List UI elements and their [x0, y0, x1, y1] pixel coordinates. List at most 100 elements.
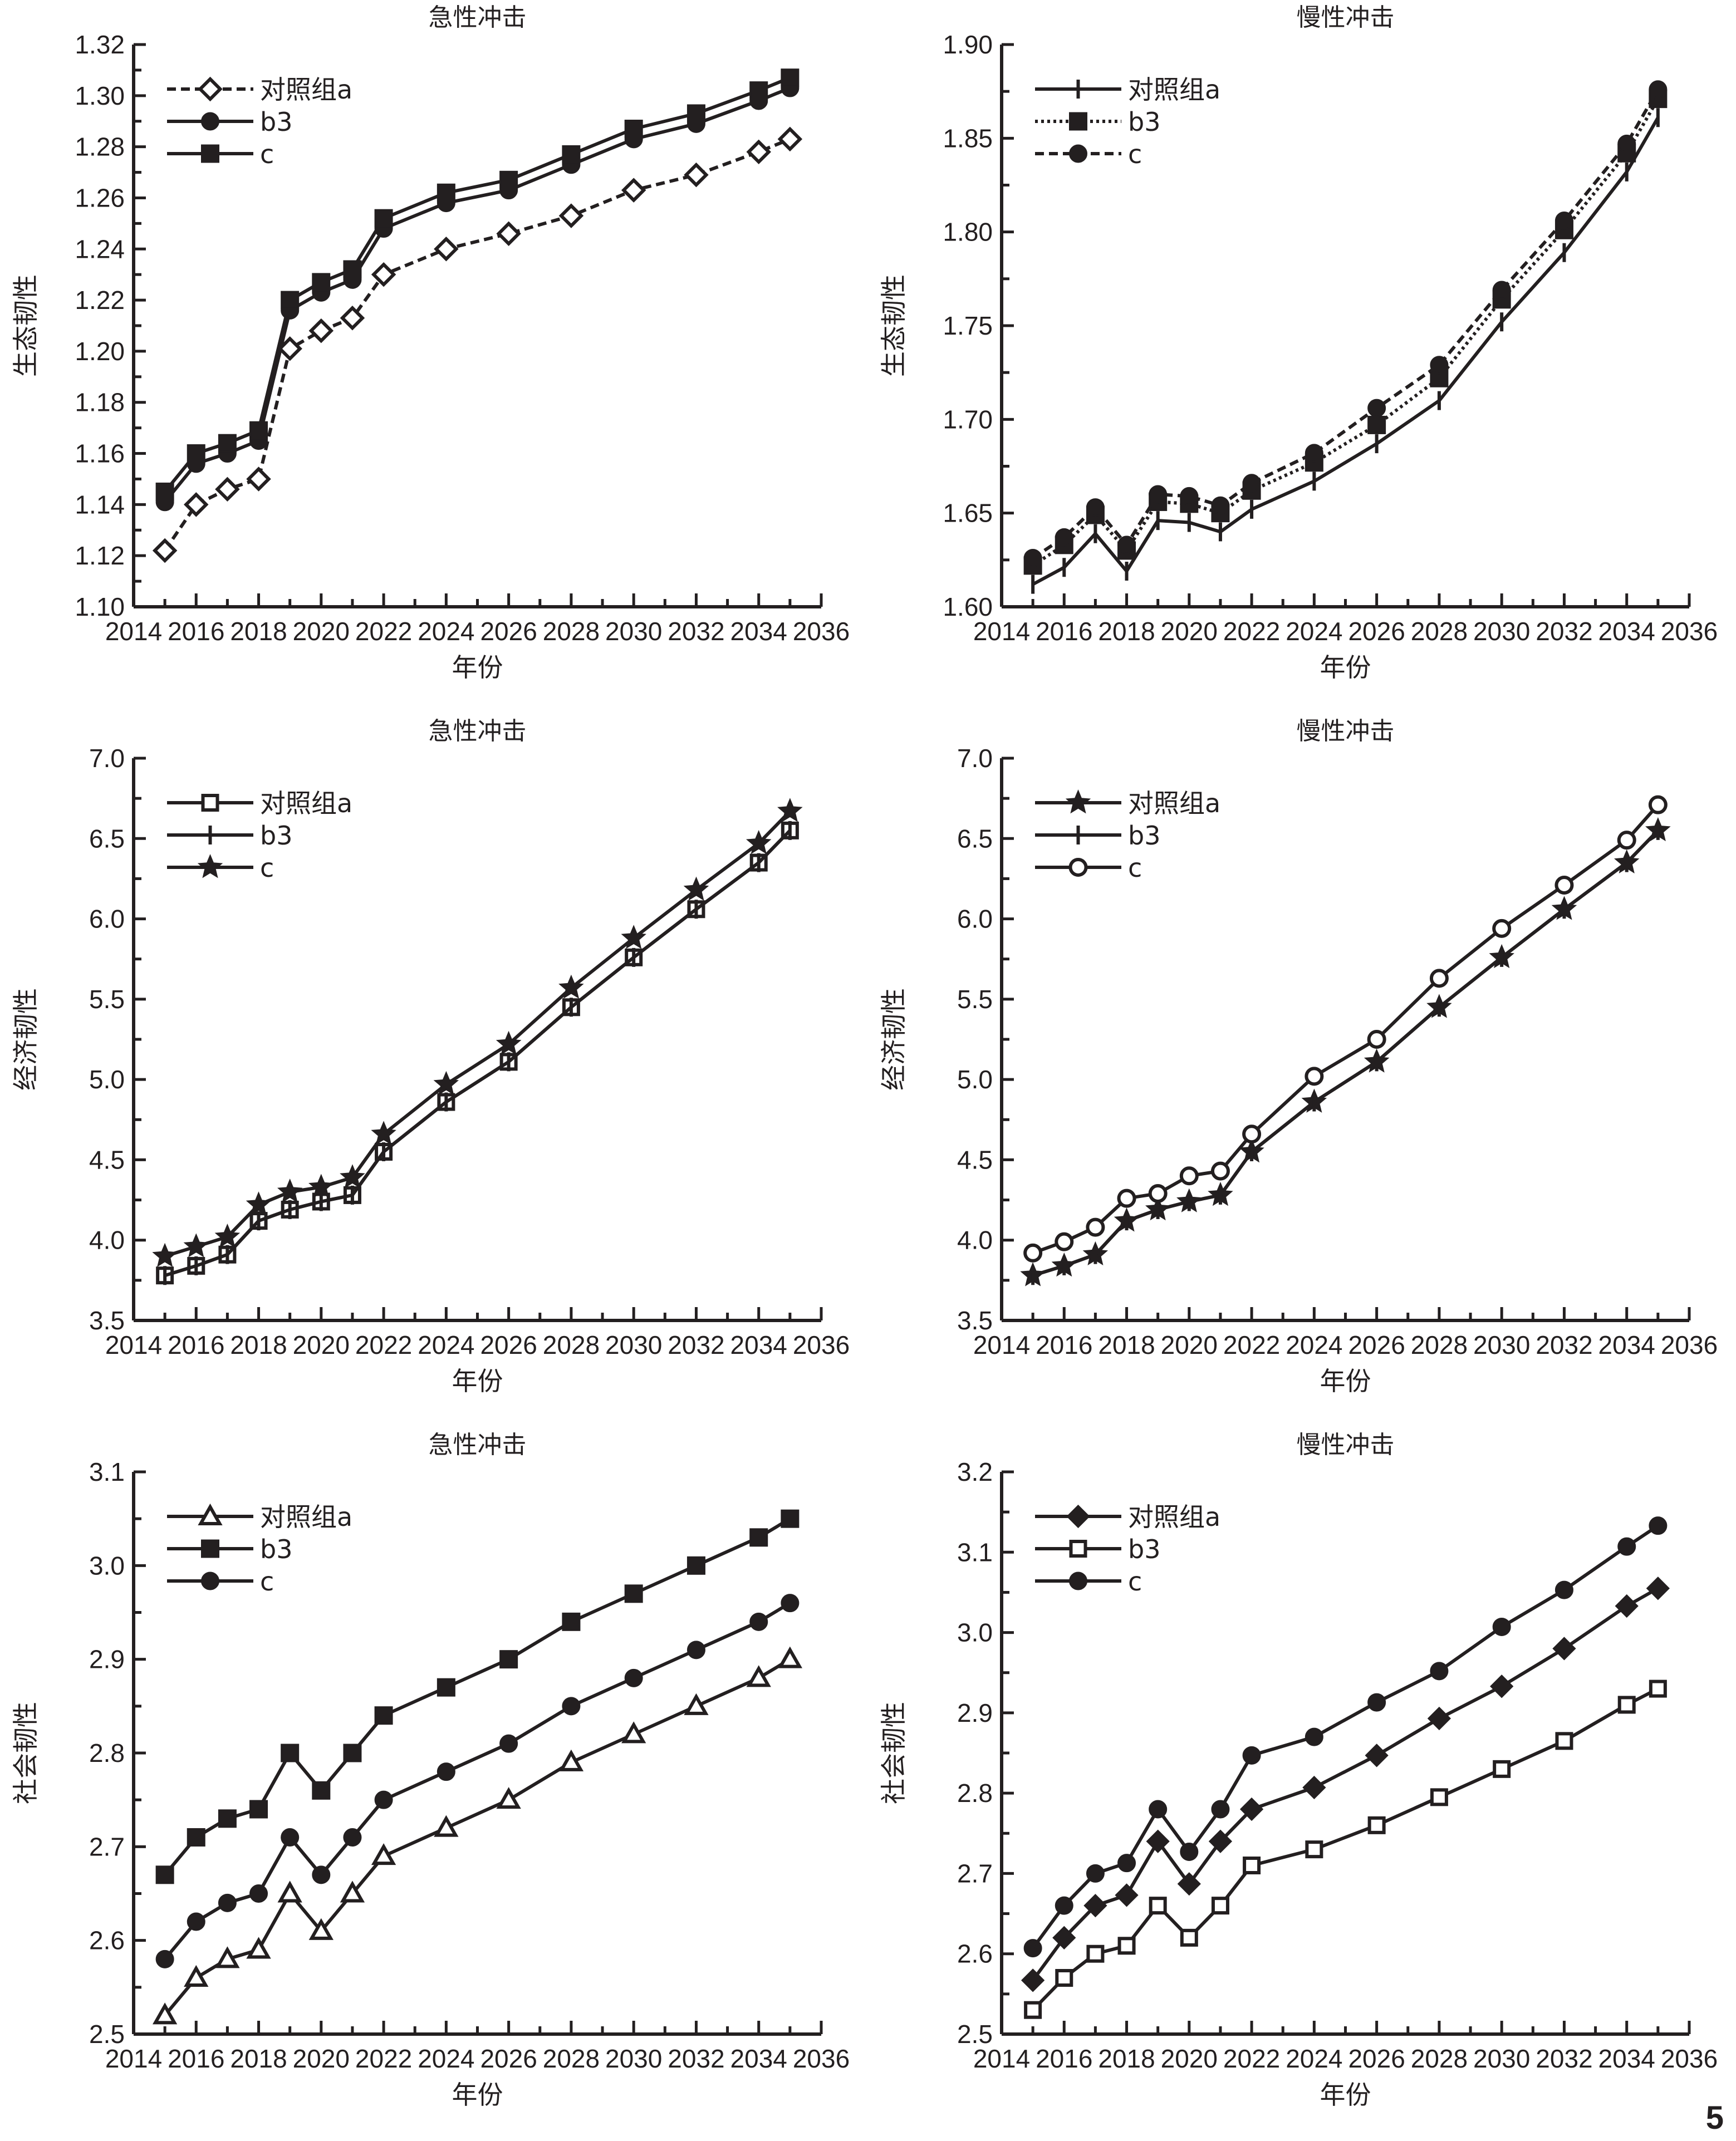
chart-econ-chronic: 慢性冲击 3.5 4.0 4.5 5.0 5.5 6.0 6.5 7.0 2014 2016 2018…: [868, 714, 1736, 1427]
y-tick-label: 6.5: [89, 824, 125, 853]
data-point: [683, 876, 709, 901]
x-tick-label: 2018: [1098, 617, 1155, 646]
chart-svg: 慢性冲击 2.5 2.6 2.7 2.8 2.9 3.0 3.1 3.2 2014 2016 2018…: [879, 1431, 1718, 2110]
data-point: [684, 1693, 709, 1715]
x-tick-label: 2036: [793, 2044, 850, 2073]
y-tick-label: 1.30: [75, 81, 125, 110]
data-point: [1023, 1243, 1043, 1263]
legend-marker: [1069, 1540, 1087, 1558]
data-point: [749, 81, 768, 100]
data-point: [1649, 1680, 1667, 1698]
x-tick-label: 2016: [168, 617, 224, 646]
x-tick-label: 2034: [730, 1330, 787, 1359]
data-point: [558, 1749, 584, 1771]
data-point: [246, 1191, 272, 1216]
series-b3: [155, 1509, 800, 1884]
x-tick-label: 2024: [1286, 2044, 1342, 2073]
data-point: [1023, 1939, 1042, 1958]
data-point: [277, 1178, 303, 1203]
data-point: [1055, 1969, 1073, 1987]
x-tick-label: 2016: [1036, 1330, 1092, 1359]
data-point: [1083, 1894, 1107, 1918]
data-point: [215, 477, 240, 502]
data-point: [746, 829, 772, 855]
legend-label: 对照组a: [260, 1502, 352, 1532]
data-point: [1086, 1217, 1105, 1237]
series-c: [1023, 1516, 1668, 1958]
y-tick-label: 2.6: [89, 1926, 125, 1955]
y-tick-label: 3.0: [957, 1618, 993, 1647]
data-point: [1554, 875, 1574, 895]
y-tick-label: 2.9: [957, 1698, 993, 1727]
x-tick-label: 2020: [293, 1330, 350, 1359]
legend-label: b3: [1128, 821, 1160, 851]
data-point: [621, 1721, 646, 1744]
data-point: [281, 1828, 300, 1847]
data-point: [308, 318, 334, 343]
legend-label: 对照组a: [1128, 788, 1220, 818]
y-tick-label: 2.5: [957, 2020, 993, 2049]
data-point: [624, 1584, 643, 1603]
y-tick-label: 3.0: [89, 1551, 125, 1580]
series-a: [152, 1646, 803, 2025]
y-tick-label: 2.5: [89, 2020, 125, 2049]
x-tick-label: 2014: [973, 1330, 1030, 1359]
x-tick-label: 2030: [605, 617, 662, 646]
data-point: [1149, 1897, 1167, 1915]
data-point: [340, 305, 365, 331]
y-tick-label: 1.22: [75, 286, 125, 315]
legend-label: c: [260, 1567, 274, 1597]
legend-marker: [201, 112, 219, 131]
series-a: [152, 126, 803, 563]
data-point: [1648, 795, 1668, 814]
x-tick-label: 2022: [355, 617, 412, 646]
chart-svg: 急性冲击 1.10 1.12 1.14 1.16 1.18 1.20 1.22 1.24 1.26…: [11, 3, 850, 682]
data-point: [340, 1880, 365, 1903]
data-point: [1242, 1746, 1261, 1765]
y-tick-label: 2.8: [957, 1779, 993, 1808]
legend-marker: [201, 1572, 219, 1590]
data-point: [1302, 1775, 1326, 1800]
data-point: [246, 1937, 271, 1959]
data-point: [343, 260, 362, 279]
data-point: [1055, 528, 1073, 547]
chart-svg: 慢性冲击 3.5 4.0 4.5 5.0 5.5 6.0 6.5 7.0 2014 2016 2018…: [879, 717, 1718, 1396]
data-point: [1367, 1693, 1386, 1712]
chart-svg: 急性冲击 3.5 4.0 4.5 5.0 5.5 6.0 6.5 7.0 2014 2016 2018…: [11, 717, 850, 1396]
data-point: [686, 1556, 705, 1575]
legend-label: c: [1128, 139, 1142, 169]
data-point: [1052, 1926, 1076, 1950]
data-point: [312, 1865, 331, 1884]
data-point: [1208, 1829, 1233, 1853]
x-tick-label: 2016: [168, 2044, 224, 2073]
legend-label: 对照组a: [1128, 75, 1220, 105]
x-tick-label: 2024: [1286, 617, 1342, 646]
legend-label: c: [1128, 1567, 1142, 1597]
data-point: [1210, 1161, 1230, 1181]
y-tick-label: 3.5: [957, 1306, 993, 1335]
y-tick-label: 2.8: [89, 1739, 125, 1767]
data-point: [1367, 399, 1386, 418]
y-tick-label: 4.5: [957, 1145, 993, 1174]
x-tick-label: 2036: [1661, 617, 1718, 646]
data-point: [1552, 1637, 1576, 1661]
data-point: [1492, 281, 1511, 299]
x-tick-label: 2034: [730, 2044, 787, 2073]
data-point: [1117, 1937, 1136, 1955]
data-point: [249, 1800, 268, 1819]
data-point: [686, 1641, 705, 1659]
x-tick-label: 2024: [418, 2044, 474, 2073]
x-tick-label: 2018: [230, 1330, 287, 1359]
x-tick-label: 2032: [668, 1330, 724, 1359]
y-axis-label: 生态韧性: [879, 274, 909, 377]
data-point: [1117, 1854, 1136, 1873]
data-point: [1617, 831, 1636, 850]
x-axis-label: 年份: [452, 1366, 503, 1396]
data-point: [1305, 1067, 1324, 1086]
data-point: [1493, 1760, 1511, 1778]
data-point: [777, 1646, 803, 1668]
y-tick-label: 1.20: [75, 337, 125, 366]
